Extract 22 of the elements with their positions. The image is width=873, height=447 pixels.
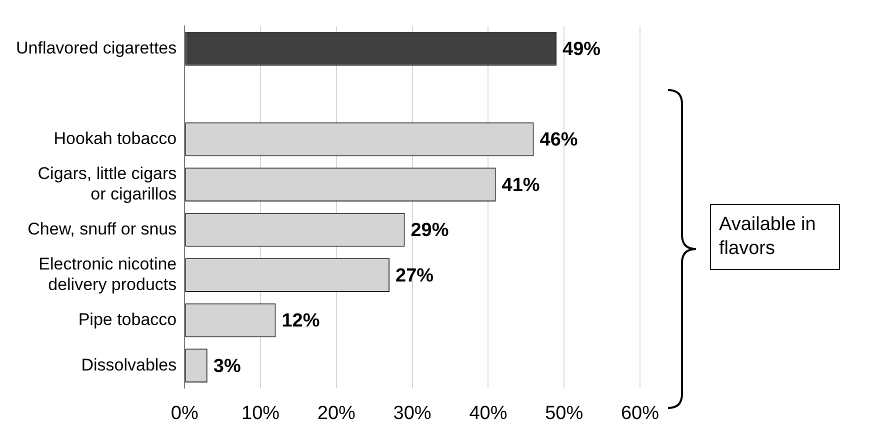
data-label: 29% [410, 220, 449, 242]
x-tick-label: 10% [242, 402, 280, 424]
y-tick-label: Unflavored cigarettes [16, 38, 177, 58]
data-label: 27% [396, 265, 434, 286]
data-label: 3% [213, 356, 241, 377]
x-tick-label: 60% [620, 402, 660, 424]
x-tick-label: 0% [170, 402, 198, 424]
data-label: 41% [502, 174, 540, 196]
y-tick-label: Chew, snuff or snus [28, 220, 177, 239]
y-tick-label: Electronic nicotine delivery products [38, 254, 177, 294]
data-label: 49% [562, 39, 601, 60]
x-tick-label: 50% [545, 402, 584, 424]
text: Available in flavors [710, 204, 840, 270]
y-tick-label: Hookah tobacco [54, 129, 177, 148]
y-tick-label: Pipe tobacco [78, 310, 177, 330]
x-tick-label: 20% [317, 402, 356, 424]
y-tick-label: Cigars, little cigars or cigarillos [38, 164, 177, 204]
x-tick-label: 40% [469, 402, 508, 424]
x-tick-label: 30% [393, 402, 432, 424]
data-label: 12% [282, 310, 320, 332]
y-tick-label: Dissolvables [81, 355, 177, 374]
data-label: 46% [540, 130, 578, 151]
